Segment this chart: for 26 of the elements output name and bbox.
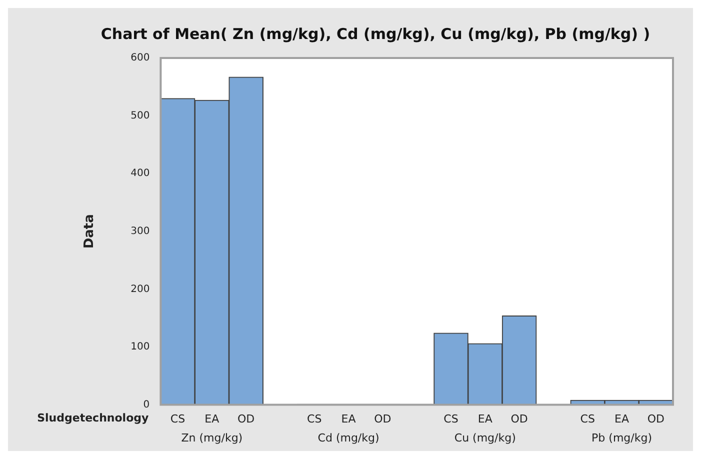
- x-tick-label: CS: [580, 412, 595, 426]
- text: Cd (mg/kg): [318, 432, 380, 445]
- x-axis-title: Sludgetechnology: [37, 412, 149, 425]
- x-tick-label: OD: [647, 412, 664, 426]
- x-tick-label: EA: [614, 412, 630, 426]
- y-tick-label: 600: [130, 52, 150, 64]
- x-tick-label: OD: [510, 412, 528, 426]
- y-tick-label: 300: [130, 226, 150, 237]
- text: Cu (mg/kg): [454, 432, 516, 445]
- x-tick-label: CS: [444, 412, 458, 426]
- x-tick-label: CS: [170, 412, 186, 426]
- x-tick-label: CS: [307, 412, 322, 426]
- x-tick-label: EA: [204, 412, 220, 426]
- y-tick-label: 0: [143, 399, 150, 410]
- chart-title: Chart of Mean( Zn (mg/kg), Cd (mg/kg), Cu (mg/kg), Pb (mg/kg) ): [100, 24, 650, 43]
- y-axis-title: Data: [82, 214, 98, 249]
- y-tick-label: 200: [130, 284, 150, 295]
- text: Zn (mg/kg): [181, 432, 243, 445]
- y-tick-label: 400: [130, 168, 150, 180]
- text: Pb (mg/kg): [592, 432, 652, 445]
- x-tick-label: EA: [341, 412, 356, 426]
- x-tick-label: OD: [238, 412, 255, 426]
- x-tick-label: OD: [374, 412, 392, 426]
- y-tick-label: 100: [130, 342, 150, 353]
- y-tick-label: 500: [130, 110, 150, 122]
- x-tick-label: EA: [478, 412, 493, 426]
